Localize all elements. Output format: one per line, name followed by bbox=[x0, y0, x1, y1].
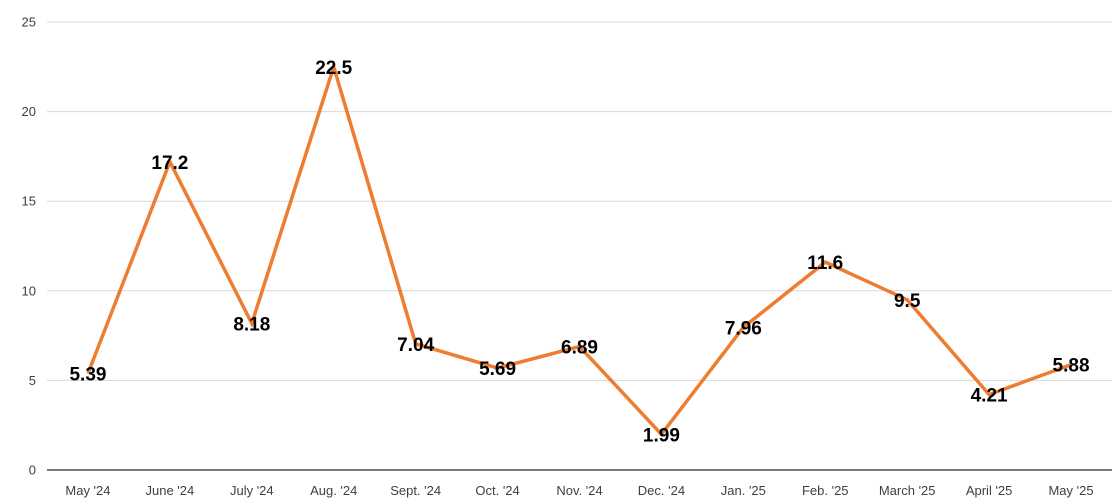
x-tick-label: March '25 bbox=[879, 483, 936, 498]
y-tick-label: 10 bbox=[22, 283, 36, 298]
data-label: 7.04 bbox=[397, 335, 434, 356]
data-label: 5.39 bbox=[69, 364, 106, 385]
x-tick-label: July '24 bbox=[230, 483, 274, 498]
data-label: 11.6 bbox=[807, 253, 843, 274]
x-tick-label: April '25 bbox=[966, 483, 1013, 498]
data-label: 9.5 bbox=[894, 291, 921, 312]
data-label: 6.89 bbox=[561, 338, 598, 359]
y-tick-label: 5 bbox=[29, 373, 36, 388]
y-axis-tick-labels: 0 5 10 15 20 25 bbox=[22, 15, 36, 478]
x-axis-tick-labels: May '24 June '24 July '24 Aug. '24 Sept. '24… bbox=[65, 483, 1093, 498]
data-label: 8.18 bbox=[233, 314, 270, 335]
y-tick-label: 0 bbox=[29, 463, 36, 478]
data-label: 7.96 bbox=[725, 318, 762, 339]
series-layer bbox=[86, 60, 1072, 438]
data-label: 22.5 bbox=[315, 58, 352, 79]
data-label: 1.99 bbox=[643, 425, 680, 446]
x-tick-label: Dec. '24 bbox=[638, 483, 685, 498]
y-tick-label: 15 bbox=[22, 194, 36, 209]
data-label: 5.69 bbox=[479, 359, 516, 380]
y-tick-label: 25 bbox=[22, 15, 36, 30]
x-tick-label: Aug. '24 bbox=[310, 483, 357, 498]
y-tick-label: 20 bbox=[22, 104, 36, 119]
gridlines bbox=[47, 21, 1112, 471]
x-tick-label: May '25 bbox=[1048, 483, 1093, 498]
x-tick-label: Jan. '25 bbox=[721, 483, 766, 498]
x-tick-label: May '24 bbox=[65, 483, 110, 498]
x-tick-label: Nov. '24 bbox=[556, 483, 602, 498]
x-tick-label: Sept. '24 bbox=[390, 483, 441, 498]
series-line bbox=[86, 60, 1072, 438]
data-label: 5.88 bbox=[1053, 356, 1090, 377]
x-tick-label: Oct. '24 bbox=[475, 483, 519, 498]
data-label: 17.2 bbox=[151, 153, 188, 174]
data-label: 4.21 bbox=[971, 386, 1008, 407]
data-labels: 5.39 17.2 8.18 22.5 7.04 5.69 6.89 1.99 7.96 11.6… bbox=[69, 58, 1089, 447]
x-tick-label: Feb. '25 bbox=[802, 483, 849, 498]
x-tick-label: June '24 bbox=[146, 483, 195, 498]
